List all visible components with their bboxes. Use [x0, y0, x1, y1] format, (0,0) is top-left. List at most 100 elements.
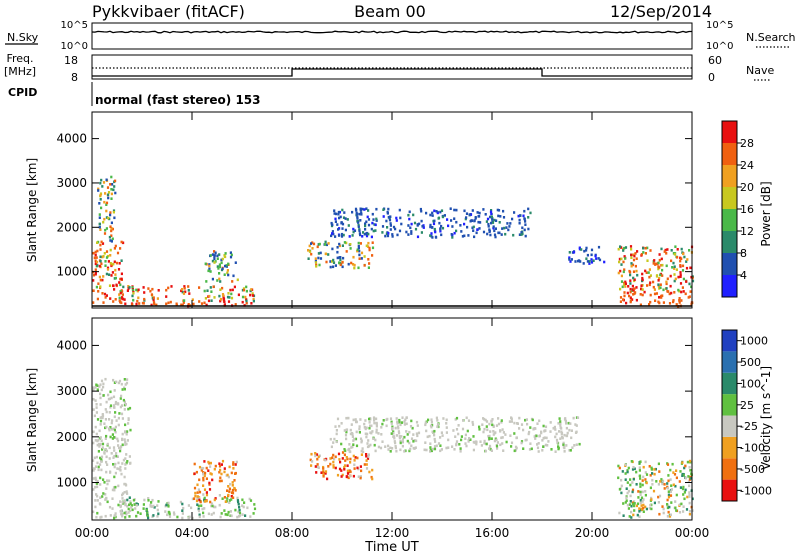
echo-cell	[666, 486, 669, 490]
echo-cell	[641, 276, 644, 280]
echo-cell	[392, 430, 395, 433]
echo-cell	[314, 261, 318, 264]
echo-cell	[464, 442, 467, 445]
echo-cell	[631, 502, 634, 506]
echo-cell	[340, 442, 343, 446]
echo-cell	[253, 507, 257, 511]
echo-cell	[221, 257, 224, 261]
echo-cell	[644, 478, 647, 481]
echo-cell	[525, 418, 528, 421]
echo-cell	[168, 512, 171, 516]
echo-cell	[110, 428, 114, 431]
echo-cell	[370, 227, 373, 231]
time-axis-title: Time UT	[364, 540, 418, 554]
echo-cell	[92, 477, 96, 480]
echo-cell	[391, 233, 394, 236]
echo-cell	[633, 287, 636, 290]
echo-cell	[129, 428, 132, 432]
echo-cell	[659, 286, 662, 289]
echo-cell	[115, 452, 118, 455]
echo-cell	[520, 233, 523, 236]
echo-cell	[673, 265, 676, 268]
echo-cell	[216, 257, 219, 260]
echo-cell	[414, 446, 417, 449]
echo-cell	[233, 479, 236, 482]
echo-cell	[372, 416, 376, 419]
echo-cell	[94, 262, 97, 266]
echo-cell	[181, 516, 184, 520]
echo-cell	[659, 480, 662, 483]
echo-cell	[123, 387, 126, 391]
echo-cell	[219, 280, 222, 283]
echo-cell	[410, 444, 413, 448]
echo-cell	[219, 288, 222, 291]
echo-cell	[135, 514, 138, 518]
echo-cell	[658, 470, 661, 473]
echo-cell	[329, 457, 332, 460]
echo-cell	[245, 289, 248, 293]
echo-cell	[330, 445, 333, 449]
echo-cell	[431, 430, 434, 434]
echo-cell	[425, 429, 428, 433]
echo-cell	[224, 513, 227, 516]
echo-cell	[167, 510, 170, 514]
echo-cell	[377, 445, 380, 449]
echo-cell	[173, 513, 176, 516]
echo-cell	[108, 505, 112, 509]
echo-cell	[341, 244, 344, 247]
echo-cell	[631, 288, 634, 291]
echo-cell	[338, 424, 341, 428]
echo-cell	[401, 438, 404, 441]
noise-tick-right-top: 10^5	[706, 20, 733, 31]
echo-cell	[662, 288, 665, 292]
echo-cell	[219, 298, 223, 301]
echo-cell	[107, 191, 111, 194]
echo-cell	[94, 499, 97, 502]
echo-cell	[488, 434, 491, 438]
echo-cell	[507, 228, 510, 232]
echo-cell	[466, 429, 469, 433]
echo-cell	[110, 234, 113, 237]
colorbar-swatch	[722, 143, 737, 165]
echo-cell	[645, 473, 649, 476]
echo-cell	[359, 475, 362, 478]
echo-cell	[415, 420, 419, 424]
echo-cell	[310, 464, 313, 467]
echo-cell	[380, 426, 383, 429]
echo-cell	[673, 279, 676, 283]
echo-cell	[104, 437, 107, 440]
echo-cell	[635, 257, 638, 260]
echo-cell	[100, 379, 104, 383]
echo-cell	[318, 263, 321, 267]
echo-cell	[582, 262, 585, 265]
echo-cell	[135, 288, 138, 292]
echo-cell	[629, 287, 632, 291]
echo-cell	[562, 441, 565, 445]
echo-cell	[510, 420, 513, 423]
echo-cell	[125, 490, 128, 493]
echo-cell	[347, 476, 350, 480]
echo-cell	[513, 211, 516, 214]
echo-cell	[157, 289, 160, 292]
echo-cell	[628, 269, 631, 273]
colorbar-swatch	[722, 187, 737, 209]
echo-cell	[666, 506, 669, 510]
colorbar-swatch	[722, 330, 737, 352]
echo-cell	[566, 431, 569, 435]
echo-cell	[153, 302, 156, 306]
echo-cell	[143, 297, 146, 301]
echo-cell	[324, 252, 327, 256]
echo-cell	[688, 466, 691, 469]
echo-cell	[626, 470, 629, 474]
echo-cell	[682, 510, 685, 513]
echo-cell	[120, 394, 123, 398]
echo-cell	[365, 220, 368, 224]
echo-cell	[649, 249, 652, 252]
echo-cell	[105, 460, 108, 464]
echo-cell	[663, 483, 666, 486]
echo-cell	[218, 462, 221, 465]
echo-cell	[113, 488, 116, 492]
echo-cell	[111, 227, 114, 231]
echo-cell	[411, 426, 414, 430]
echo-cell	[644, 505, 647, 509]
